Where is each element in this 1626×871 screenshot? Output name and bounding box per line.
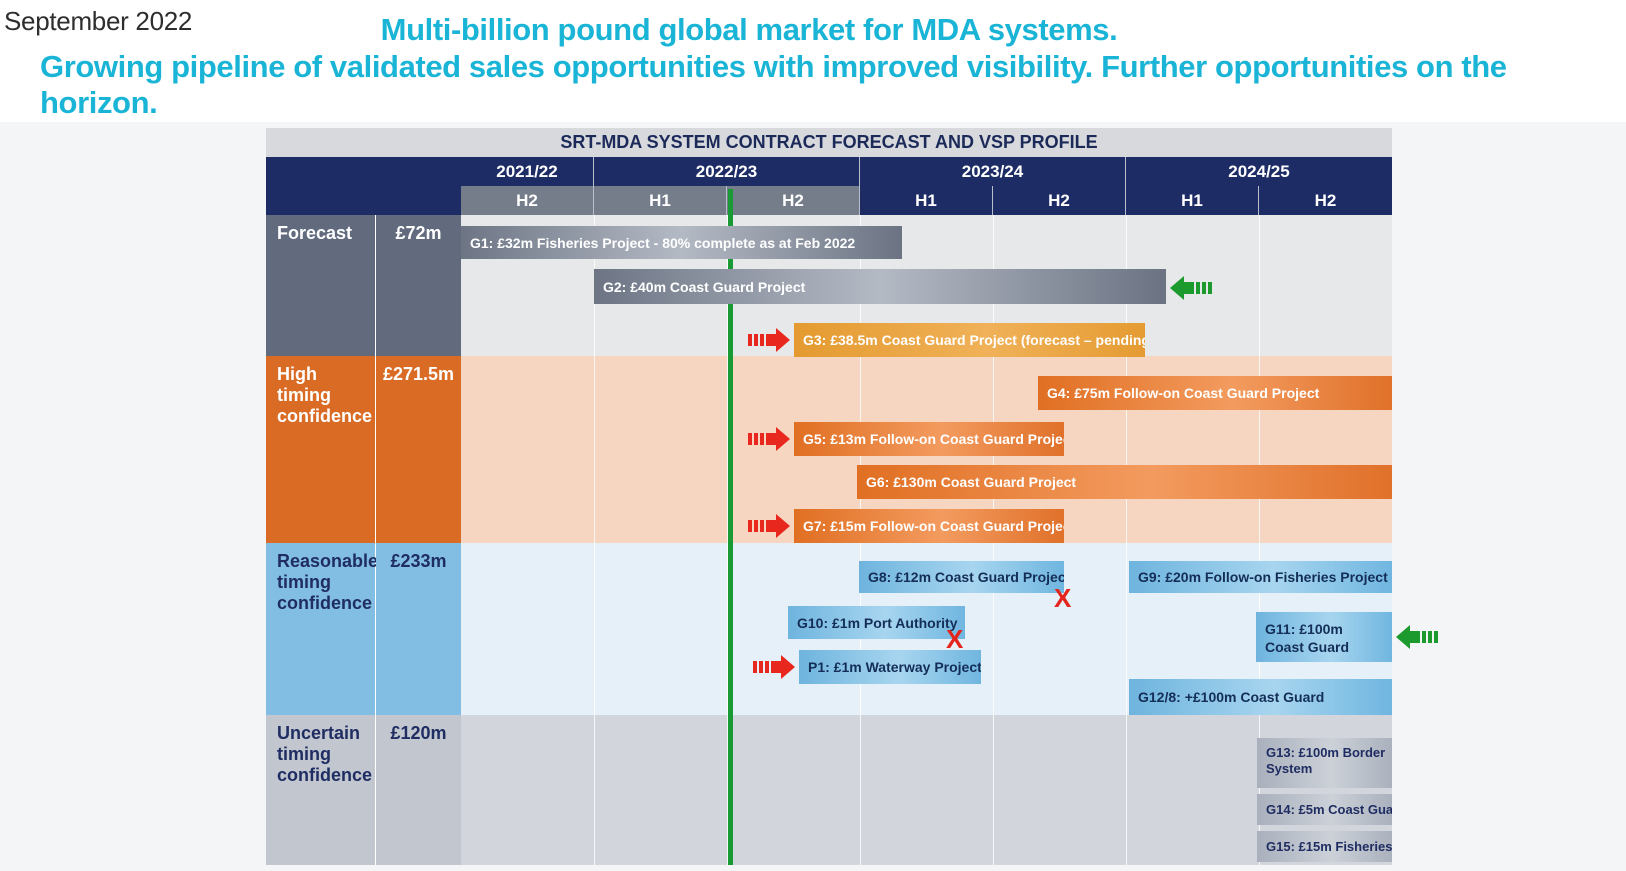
- date-label: September 2022: [4, 6, 193, 36]
- grid-line: [727, 215, 728, 865]
- grid-line: [1126, 215, 1127, 865]
- red-arrow-icon: [748, 328, 790, 352]
- year-header: 2022/23: [594, 157, 860, 186]
- half-header: H2: [993, 186, 1126, 215]
- year-header: 2021/22: [461, 157, 594, 186]
- project-bar-g7: G7: £15m Follow-on Coast Guard Project: [794, 509, 1064, 543]
- cross-icon: X: [946, 624, 964, 654]
- row-value: £120m: [376, 715, 461, 865]
- red-arrow-icon: [753, 655, 795, 679]
- row-label: Uncertain timing confidence: [266, 715, 376, 865]
- project-bar-g14: G14: £5m Coast Guard: [1257, 794, 1392, 825]
- green-arrow-icon: [1396, 625, 1438, 649]
- project-bar-g1: G1: £32m Fisheries Project - 80% complet…: [461, 226, 902, 259]
- row-value: £72m: [376, 215, 461, 356]
- project-bar-g2: G2: £40m Coast Guard Project: [594, 269, 1166, 304]
- year-header: 2024/25: [1126, 157, 1392, 186]
- header-corner: [266, 157, 461, 215]
- project-bar-g11: G11: £100m Coast Guard: [1256, 612, 1392, 662]
- current-date-line: [728, 189, 733, 865]
- project-bar-g9: G9: £20m Follow-on Fisheries Project: [1129, 561, 1392, 593]
- year-header: 2023/24: [860, 157, 1126, 186]
- row-label: Reasonable timing confidence: [266, 543, 378, 715]
- project-bar-g10: G10: £1m Port Authority: [788, 606, 965, 639]
- row-label: Forecast: [266, 215, 376, 356]
- row-label: High timing confidence: [266, 356, 376, 543]
- half-header: H1: [594, 186, 727, 215]
- header-band: [0, 0, 1626, 122]
- half-header: H1: [1126, 186, 1259, 215]
- project-bar-p1: P1: £1m Waterway Project: [799, 650, 981, 684]
- project-bar-g12: G12/8: +£100m Coast Guard: [1129, 679, 1392, 715]
- green-arrow-icon: [1170, 276, 1212, 300]
- half-header: H1: [860, 186, 993, 215]
- row-value: £271.5m: [376, 356, 461, 543]
- table-title: SRT-MDA SYSTEM CONTRACT FORECAST AND VSP…: [266, 128, 1392, 157]
- row-band-uncertain: [461, 715, 1392, 865]
- project-bar-g11-label: G11: £100m Coast Guard: [1265, 621, 1350, 655]
- project-bar-g13: G13: £100m Border System: [1257, 738, 1392, 788]
- half-header: H2: [461, 186, 594, 215]
- project-bar-g8: G8: £12m Coast Guard Project: [859, 561, 1064, 593]
- red-arrow-icon: [748, 514, 790, 538]
- row-value: £233m: [376, 543, 461, 715]
- grid-line: [594, 215, 595, 865]
- headline-2: Growing pipeline of validated sales oppo…: [40, 49, 1507, 120]
- grid-line: [1259, 215, 1260, 865]
- headline-1: Multi-billion pound global market for MD…: [380, 12, 1118, 47]
- project-bar-g3: G3: £38.5m Coast Guard Project (forecast…: [794, 323, 1145, 357]
- project-bar-g6: G6: £130m Coast Guard Project: [857, 465, 1392, 499]
- half-header: H2: [727, 186, 860, 215]
- red-arrow-icon: [748, 427, 790, 451]
- project-bar-g4: G4: £75m Follow-on Coast Guard Project: [1038, 376, 1392, 410]
- cross-icon: X: [1054, 583, 1072, 613]
- forecast-table: SRT-MDA SYSTEM CONTRACT FORECAST AND VSP…: [266, 128, 1438, 865]
- half-header: H2: [1259, 186, 1392, 215]
- project-bar-g5: G5: £13m Follow-on Coast Guard Project: [794, 422, 1064, 456]
- project-bar-g15: G15: £15m Fisheries: [1257, 831, 1392, 862]
